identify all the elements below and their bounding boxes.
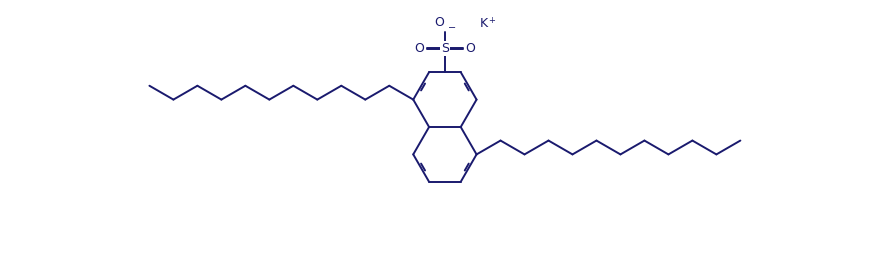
Text: −: − bbox=[448, 23, 456, 33]
Text: S: S bbox=[441, 42, 449, 55]
Text: K: K bbox=[480, 17, 487, 30]
Text: +: + bbox=[488, 16, 495, 25]
Text: O: O bbox=[414, 42, 424, 55]
Text: O: O bbox=[466, 42, 475, 55]
Text: O: O bbox=[434, 16, 444, 29]
